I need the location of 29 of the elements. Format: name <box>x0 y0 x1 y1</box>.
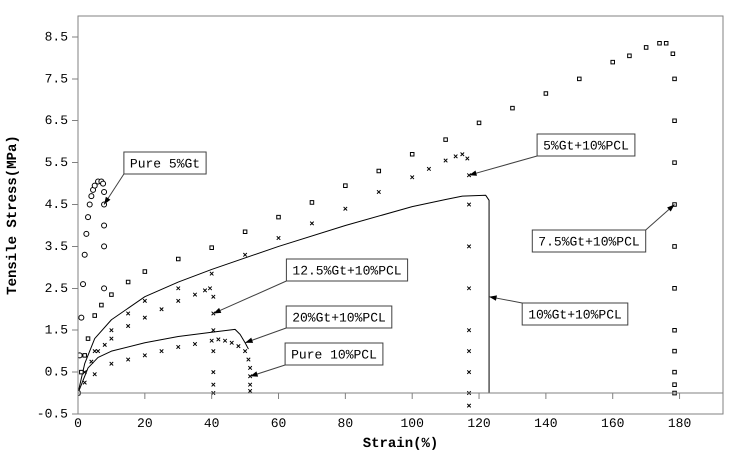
y-tick-label: 1.5 <box>44 322 68 338</box>
y-axis-title: Tensile Stress(MPa) <box>4 135 21 295</box>
x-tick-label: 60 <box>270 416 286 432</box>
annotation: 10%Gt+10%PCL <box>528 307 622 322</box>
y-tick-label: 5.5 <box>44 155 68 170</box>
x-tick-label: 120 <box>467 416 491 432</box>
annotation: Pure 5%Gt <box>130 156 200 172</box>
y-tick-label: 3.5 <box>44 238 68 254</box>
x-tick-label: 20 <box>137 416 153 432</box>
x-tick-label: 160 <box>601 416 624 432</box>
annotation: 5%Gt+10%PCL <box>543 138 629 154</box>
x-tick-label: 180 <box>668 416 692 432</box>
y-tick-label: 0.5 <box>44 364 68 380</box>
annotation: Pure 10%PCL <box>291 347 377 362</box>
annotation: 20%Gt+10%PCL <box>292 310 386 326</box>
annotation: 7.5%Gt+10%PCL <box>538 234 640 250</box>
y-tick-label: 6.5 <box>44 113 68 128</box>
y-tick-label: 2.5 <box>44 280 68 296</box>
x-tick-label: 100 <box>400 416 424 432</box>
annotation: 12.5%Gt+10%PCL <box>292 263 402 278</box>
x-axis-title: Strain(%) <box>362 436 438 452</box>
x-tick-label: 0 <box>74 416 82 432</box>
y-tick-label: -0.5 <box>36 406 68 422</box>
y-tick-label: 8.5 <box>44 29 68 44</box>
x-tick-label: 40 <box>204 416 220 432</box>
y-tick-label: 7.5 <box>44 71 68 86</box>
x-tick-label: 80 <box>338 416 354 432</box>
x-tick-label: 140 <box>534 416 558 432</box>
y-tick-label: 4.5 <box>44 196 68 212</box>
